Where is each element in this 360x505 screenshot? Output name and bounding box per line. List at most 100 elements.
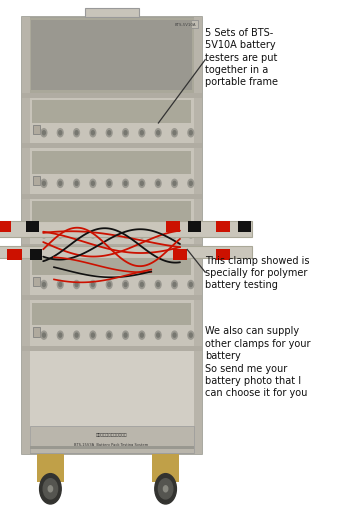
Circle shape (91, 232, 94, 236)
Text: 5 Sets of BTS-
5V10A battery
testers are put
together in a
portable frame: 5 Sets of BTS- 5V10A battery testers are… (205, 28, 278, 87)
Circle shape (41, 281, 47, 289)
Circle shape (106, 129, 112, 137)
Bar (30, 199, 194, 245)
Circle shape (155, 331, 161, 339)
Circle shape (139, 331, 145, 339)
Circle shape (155, 180, 161, 188)
Circle shape (41, 230, 47, 238)
Bar (0, 247, 252, 258)
Circle shape (57, 129, 63, 137)
Circle shape (140, 283, 143, 287)
Circle shape (57, 230, 63, 238)
Bar (194, 18, 202, 454)
Bar (22, 295, 202, 300)
Circle shape (90, 230, 96, 238)
Circle shape (123, 331, 129, 339)
Circle shape (57, 331, 63, 339)
Circle shape (108, 182, 111, 186)
Bar (31, 21, 192, 91)
Circle shape (158, 479, 173, 499)
Circle shape (91, 333, 94, 337)
Circle shape (189, 232, 192, 236)
Circle shape (172, 129, 177, 137)
Bar (30, 98, 194, 144)
Circle shape (173, 182, 176, 186)
Circle shape (140, 131, 143, 135)
Circle shape (74, 180, 80, 188)
Circle shape (157, 232, 159, 236)
Circle shape (157, 182, 159, 186)
Circle shape (106, 331, 112, 339)
Circle shape (189, 333, 192, 337)
Bar (22, 194, 202, 199)
Bar (33, 277, 40, 286)
Circle shape (74, 331, 80, 339)
Bar (33, 126, 40, 135)
Bar (30, 300, 194, 346)
Circle shape (108, 283, 111, 287)
Circle shape (163, 486, 168, 492)
Circle shape (139, 129, 145, 137)
Circle shape (40, 474, 61, 504)
Bar (33, 176, 40, 185)
Circle shape (91, 131, 94, 135)
Circle shape (124, 232, 127, 236)
Circle shape (48, 486, 53, 492)
Circle shape (188, 129, 194, 137)
Circle shape (139, 180, 145, 188)
Circle shape (41, 180, 47, 188)
Circle shape (155, 129, 161, 137)
Circle shape (108, 232, 111, 236)
Bar (22, 93, 202, 98)
Circle shape (59, 283, 62, 287)
Circle shape (90, 129, 96, 137)
Circle shape (91, 182, 94, 186)
Circle shape (75, 232, 78, 236)
Circle shape (140, 232, 143, 236)
Bar (7, 250, 22, 260)
Text: This clamp showed is
specially for polymer
battery testing: This clamp showed is specially for polym… (205, 255, 310, 290)
Circle shape (42, 283, 45, 287)
Circle shape (157, 283, 159, 287)
Circle shape (172, 281, 177, 289)
Circle shape (172, 180, 177, 188)
Circle shape (59, 333, 62, 337)
Bar (22, 18, 202, 454)
Bar (30, 19, 194, 93)
Bar (22, 144, 202, 149)
Circle shape (91, 283, 94, 287)
Circle shape (42, 131, 45, 135)
Circle shape (188, 230, 194, 238)
Circle shape (59, 232, 62, 236)
Bar (0, 222, 11, 233)
Circle shape (59, 131, 62, 135)
Circle shape (90, 180, 96, 188)
Circle shape (75, 131, 78, 135)
Circle shape (157, 131, 159, 135)
Bar (32, 202, 191, 225)
Circle shape (124, 333, 127, 337)
Circle shape (173, 333, 176, 337)
Circle shape (188, 180, 194, 188)
Circle shape (140, 333, 143, 337)
Bar (152, 454, 179, 482)
Circle shape (155, 281, 161, 289)
Circle shape (139, 230, 145, 238)
Circle shape (106, 180, 112, 188)
Circle shape (106, 281, 112, 289)
Circle shape (74, 230, 80, 238)
Bar (33, 328, 40, 337)
Circle shape (75, 182, 78, 186)
Circle shape (155, 230, 161, 238)
Circle shape (155, 474, 176, 504)
Circle shape (42, 182, 45, 186)
Bar (30, 426, 194, 453)
Circle shape (59, 182, 62, 186)
Circle shape (108, 333, 111, 337)
Bar (173, 21, 198, 29)
Circle shape (139, 281, 145, 289)
Bar (188, 222, 201, 233)
Circle shape (123, 281, 129, 289)
Circle shape (188, 331, 194, 339)
Bar (26, 222, 39, 233)
